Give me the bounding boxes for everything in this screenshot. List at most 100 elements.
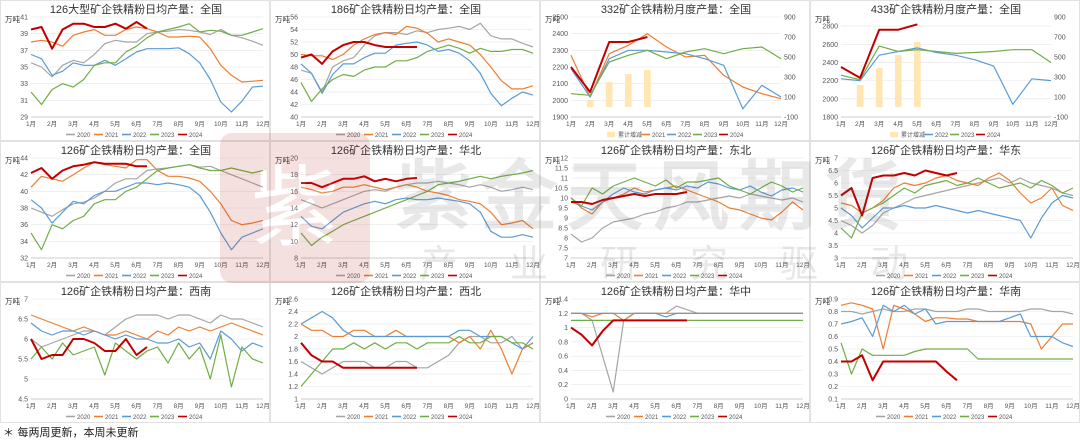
x-tick-label: 7月 [422,120,432,128]
x-tick-label: 4月 [623,120,633,128]
legend-label: 2022 [403,133,417,139]
x-tick-label: 5月 [912,120,922,128]
legend-label: 2024 [729,415,743,421]
legend-label: 2024 [459,133,473,139]
y-tick-label: 2400 [552,31,568,38]
series-line-2023 [30,23,264,106]
series-line-2024 [300,41,417,65]
legend-label: 2024 [189,415,203,421]
x-tick-label: 11月 [235,120,248,128]
x-tick-label: 10月 [736,120,750,128]
x-tick-label: 8月 [444,402,454,410]
x-tick-label: 5月 [110,402,120,410]
x-tick-label: 4月 [359,402,369,410]
chart-title: 126矿企铁精粉日均产量：西南 [61,284,211,298]
legend-label: 2023 [971,274,985,280]
legend: 2020 2021 2022 2023 2024 [606,274,743,280]
x-tick-label: 11月 [775,261,788,269]
cumulative-bar [856,85,864,107]
y-axis-unit: 万吨 [815,155,830,165]
legend-label: 2020 [77,274,91,280]
legend-label: 累计增减 [618,131,642,139]
series-line-2024 [30,161,147,180]
x-tick-label: 2月 [857,402,867,410]
y-axis-unit: 万吨 [275,155,290,165]
series-line-2022 [30,47,264,113]
x-tick-label: 6月 [401,261,411,269]
x-tick-label: 4月 [359,120,369,128]
x-tick-label: 2月 [317,261,327,269]
y-right-tick-label: 300 [1054,75,1066,82]
x-tick-label: 2月 [47,120,57,128]
x-tick-label: 5月 [650,261,660,269]
y-tick-label: 7.5 [558,246,568,253]
x-tick-label: 12月 [796,261,810,269]
legend-label: 2020 [347,274,361,280]
y-tick-label: 0.6 [828,334,838,341]
x-tick-label: 7月 [962,261,972,269]
x-tick-label: 1月 [836,402,846,410]
legend-swatch [890,132,898,137]
series-line-2022 [300,41,534,107]
y-tick-label: 0.3 [828,372,838,379]
y-tick-label: 31 [20,98,28,105]
legend-label: 2021 [375,133,389,139]
series-line-2020 [300,22,534,93]
y-tick-label: 1.4 [288,372,298,379]
chart-title: 126矿企铁精粉日均产量：全国 [61,143,211,157]
chart-title: 126矿企铁精粉日均产量：东北 [601,143,751,157]
chart-panel: 126矿企铁精粉日均产量：东北 万吨 7 7.5 8 8.5 9 9.5 10 10.5 11 11.… [540,141,810,282]
x-tick-label: 10月 [1024,261,1038,269]
legend-label: 2020 [77,133,91,139]
chart-panel: 126矿企铁精粉日均产量：全国 万吨 32 34 36 38 40 42 44 1月 2月 3月 4月 5… [0,141,270,282]
x-tick-label: 1月 [836,261,846,269]
y-tick-label: 0 [564,397,568,404]
legend-label: 2023 [961,133,975,139]
x-tick-label: 3月 [604,120,614,128]
y-tick-label: 0.7 [828,322,838,329]
y-tick-label: 1.6 [288,359,298,366]
legend-label: 2023 [431,133,445,139]
legend: 2020 2021 2022 2023 2024 [66,274,203,280]
chart-title: 186矿企铁精粉日均产量：全国 [331,2,481,16]
y-tick-label: 34 [20,239,28,246]
y-tick-label: 1.8 [288,347,298,354]
legend: 2020 2021 2022 2023 2024 [336,133,473,139]
x-tick-label: 1月 [566,261,576,269]
y-tick-label: 40 [290,115,298,122]
legend-label: 2022 [133,133,147,139]
x-tick-label: 12月 [796,402,810,410]
chart-title: 126矿企铁精粉日均产量：华北 [331,143,481,157]
y-axis-unit: 万吨 [5,155,20,165]
legend-label: 2024 [459,415,473,421]
x-tick-label: 12月 [1066,261,1080,269]
y-tick-label: 4.5 [18,397,28,404]
x-tick-label: 8月 [444,261,454,269]
y-right-tick-label: 900 [784,15,796,22]
legend: 2020 2021 2022 2023 2024 [336,274,473,280]
x-tick-label: 12月 [256,402,270,410]
y-tick-label: 0.1 [828,397,838,404]
x-tick-label: 11月 [505,402,518,410]
series-line-2021 [30,314,264,340]
x-tick-label: 6月 [131,261,141,269]
series-line-2022 [570,181,804,211]
series-line-2022 [30,182,264,251]
legend-label: 2023 [701,415,715,421]
series-line-2021 [571,312,803,322]
y-tick-label: 7 [24,297,28,304]
y-tick-label: 10.5 [554,186,568,193]
x-tick-label: 5月 [110,120,120,128]
y-tick-label: 12 [560,156,568,163]
x-tick-label: 3月 [338,120,348,128]
y-tick-label: 2500 [552,15,568,22]
x-tick-label: 1月 [566,402,576,410]
y-tick-label: 0.6 [558,354,568,361]
series-line-2022 [30,322,264,360]
x-tick-label: 6月 [671,402,681,410]
legend-label: 2024 [189,133,203,139]
y-tick-label: 0.2 [558,382,568,389]
y-right-tick-label: 100 [1054,95,1066,102]
series-line-2020 [300,180,534,209]
